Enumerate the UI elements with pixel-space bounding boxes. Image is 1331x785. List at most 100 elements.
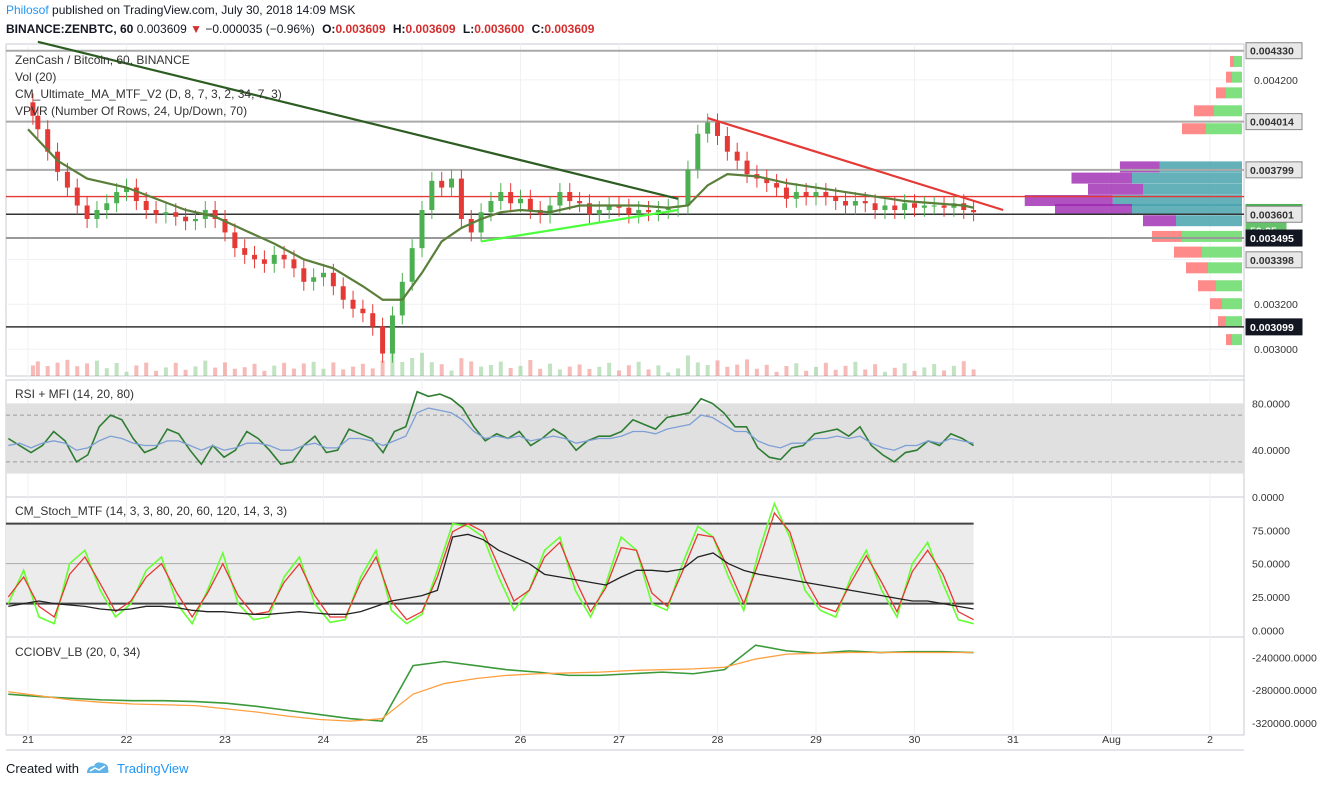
- volume-bar: [65, 359, 70, 376]
- price-tag-label: 0.003495: [1250, 233, 1294, 245]
- volume-bar: [193, 366, 198, 376]
- candle-body: [350, 299, 356, 309]
- candle-body: [774, 183, 780, 188]
- time-label: 29: [810, 734, 822, 746]
- candle-body: [547, 205, 553, 215]
- price-tag-label: 0.003099: [1250, 322, 1294, 334]
- volume-bar: [282, 362, 287, 376]
- candle-body: [468, 218, 474, 233]
- candle-body: [271, 254, 277, 264]
- candle-body: [764, 178, 770, 184]
- vp-dn-bar: [1088, 183, 1143, 195]
- candle-body: [902, 203, 908, 210]
- volume-bar: [784, 366, 789, 376]
- candle-body: [862, 201, 868, 204]
- volume-bar: [420, 352, 424, 376]
- volume-bar: [676, 368, 681, 376]
- price-tick: 0.003000: [1254, 344, 1298, 356]
- volume-bar: [380, 360, 385, 376]
- candle-body: [74, 187, 80, 206]
- obv-tick: -320000.0000: [1252, 718, 1317, 730]
- price-tag-label: 0.003601: [1250, 209, 1294, 221]
- volume-bar: [626, 365, 631, 376]
- publisher-line: Philosof published on TradingView.com, J…: [6, 3, 355, 17]
- volume-bar: [557, 369, 562, 376]
- price-tag-label: 0.003799: [1250, 165, 1294, 177]
- volume-bar: [961, 361, 966, 376]
- volume-bar: [262, 370, 267, 376]
- vp-bg-up: [1214, 105, 1242, 117]
- volume-bar: [213, 367, 218, 376]
- candle-body: [606, 205, 612, 210]
- volume-bar: [55, 362, 60, 376]
- volume-bar: [951, 365, 956, 376]
- sto-series-1: [7, 511, 974, 621]
- candle-body: [291, 259, 297, 269]
- volume-bar: [656, 365, 661, 376]
- candle-body: [823, 192, 829, 197]
- volume-bar: [695, 362, 700, 376]
- time-label: 27: [613, 734, 625, 746]
- sto-tick: 25.0000: [1252, 592, 1290, 604]
- volume-bar: [410, 358, 415, 376]
- volume-bar: [548, 363, 553, 376]
- candle-body: [843, 201, 849, 206]
- volume-bar: [469, 361, 474, 376]
- candle-body: [380, 326, 386, 354]
- candle-body: [803, 192, 809, 197]
- candle-body: [616, 205, 622, 208]
- time-label: 25: [416, 734, 428, 746]
- volume-bar: [518, 365, 523, 376]
- candle-body: [143, 201, 149, 210]
- candle-body: [340, 286, 346, 300]
- footer-brand[interactable]: TradingView: [116, 760, 189, 776]
- vp-bg-dn: [1226, 71, 1232, 83]
- price-tick: 0.004200: [1254, 75, 1298, 87]
- volume-bar: [577, 364, 582, 376]
- volume-bar: [252, 363, 257, 376]
- volume-bar: [754, 368, 759, 376]
- red-downtrend-trendline: [707, 116, 1004, 212]
- volume-bar: [242, 367, 247, 376]
- volume-bar: [459, 358, 464, 376]
- candle-body: [301, 268, 307, 282]
- volume-bar: [587, 369, 592, 376]
- obv-tick: -240000.0000: [1252, 652, 1317, 664]
- footer-created: Created with: [6, 760, 79, 776]
- candle-body: [419, 210, 425, 249]
- candle-body: [872, 203, 878, 210]
- sto-tick: 0.0000: [1252, 625, 1284, 637]
- volume-bar: [725, 366, 730, 376]
- candle-body: [478, 212, 484, 233]
- publisher-name[interactable]: Philosof: [6, 3, 49, 17]
- volume-bar: [390, 353, 395, 376]
- volume-bar: [144, 362, 149, 376]
- rsi-series-1: [8, 407, 974, 451]
- time-label: 22: [121, 734, 133, 746]
- candle-body: [153, 210, 159, 215]
- downtrend-trendline: [37, 40, 679, 200]
- volume-bar: [134, 365, 139, 376]
- vp-bg-up: [1208, 262, 1242, 274]
- volume-bar: [173, 362, 178, 376]
- candle-body: [488, 201, 494, 213]
- candle-body: [429, 180, 435, 210]
- vp-bg-up: [1232, 71, 1242, 83]
- price-change: −0.000035 (−0.96%): [205, 22, 315, 36]
- volume-bar: [715, 360, 720, 376]
- candle-body: [281, 254, 287, 260]
- candle-body: [389, 315, 395, 354]
- vpvr-legend: VPVR (Number Of Rows, 24, Up/Down, 70): [15, 104, 248, 118]
- vp-bg-up: [1232, 334, 1242, 346]
- time-label: 31: [1007, 734, 1019, 746]
- volume-bar: [449, 370, 454, 376]
- volume-bar: [203, 360, 208, 376]
- volume-bar: [932, 364, 937, 376]
- vp-bg-up: [1182, 230, 1242, 242]
- candle-body: [173, 212, 179, 217]
- stoch-legend: CM_Stoch_MTF (14, 3, 3, 80, 20, 60, 120,…: [15, 504, 288, 518]
- volume-bar: [85, 363, 90, 376]
- candle-body: [783, 187, 789, 199]
- symbol-label: BINANCE:ZENBTC, 60: [6, 22, 134, 36]
